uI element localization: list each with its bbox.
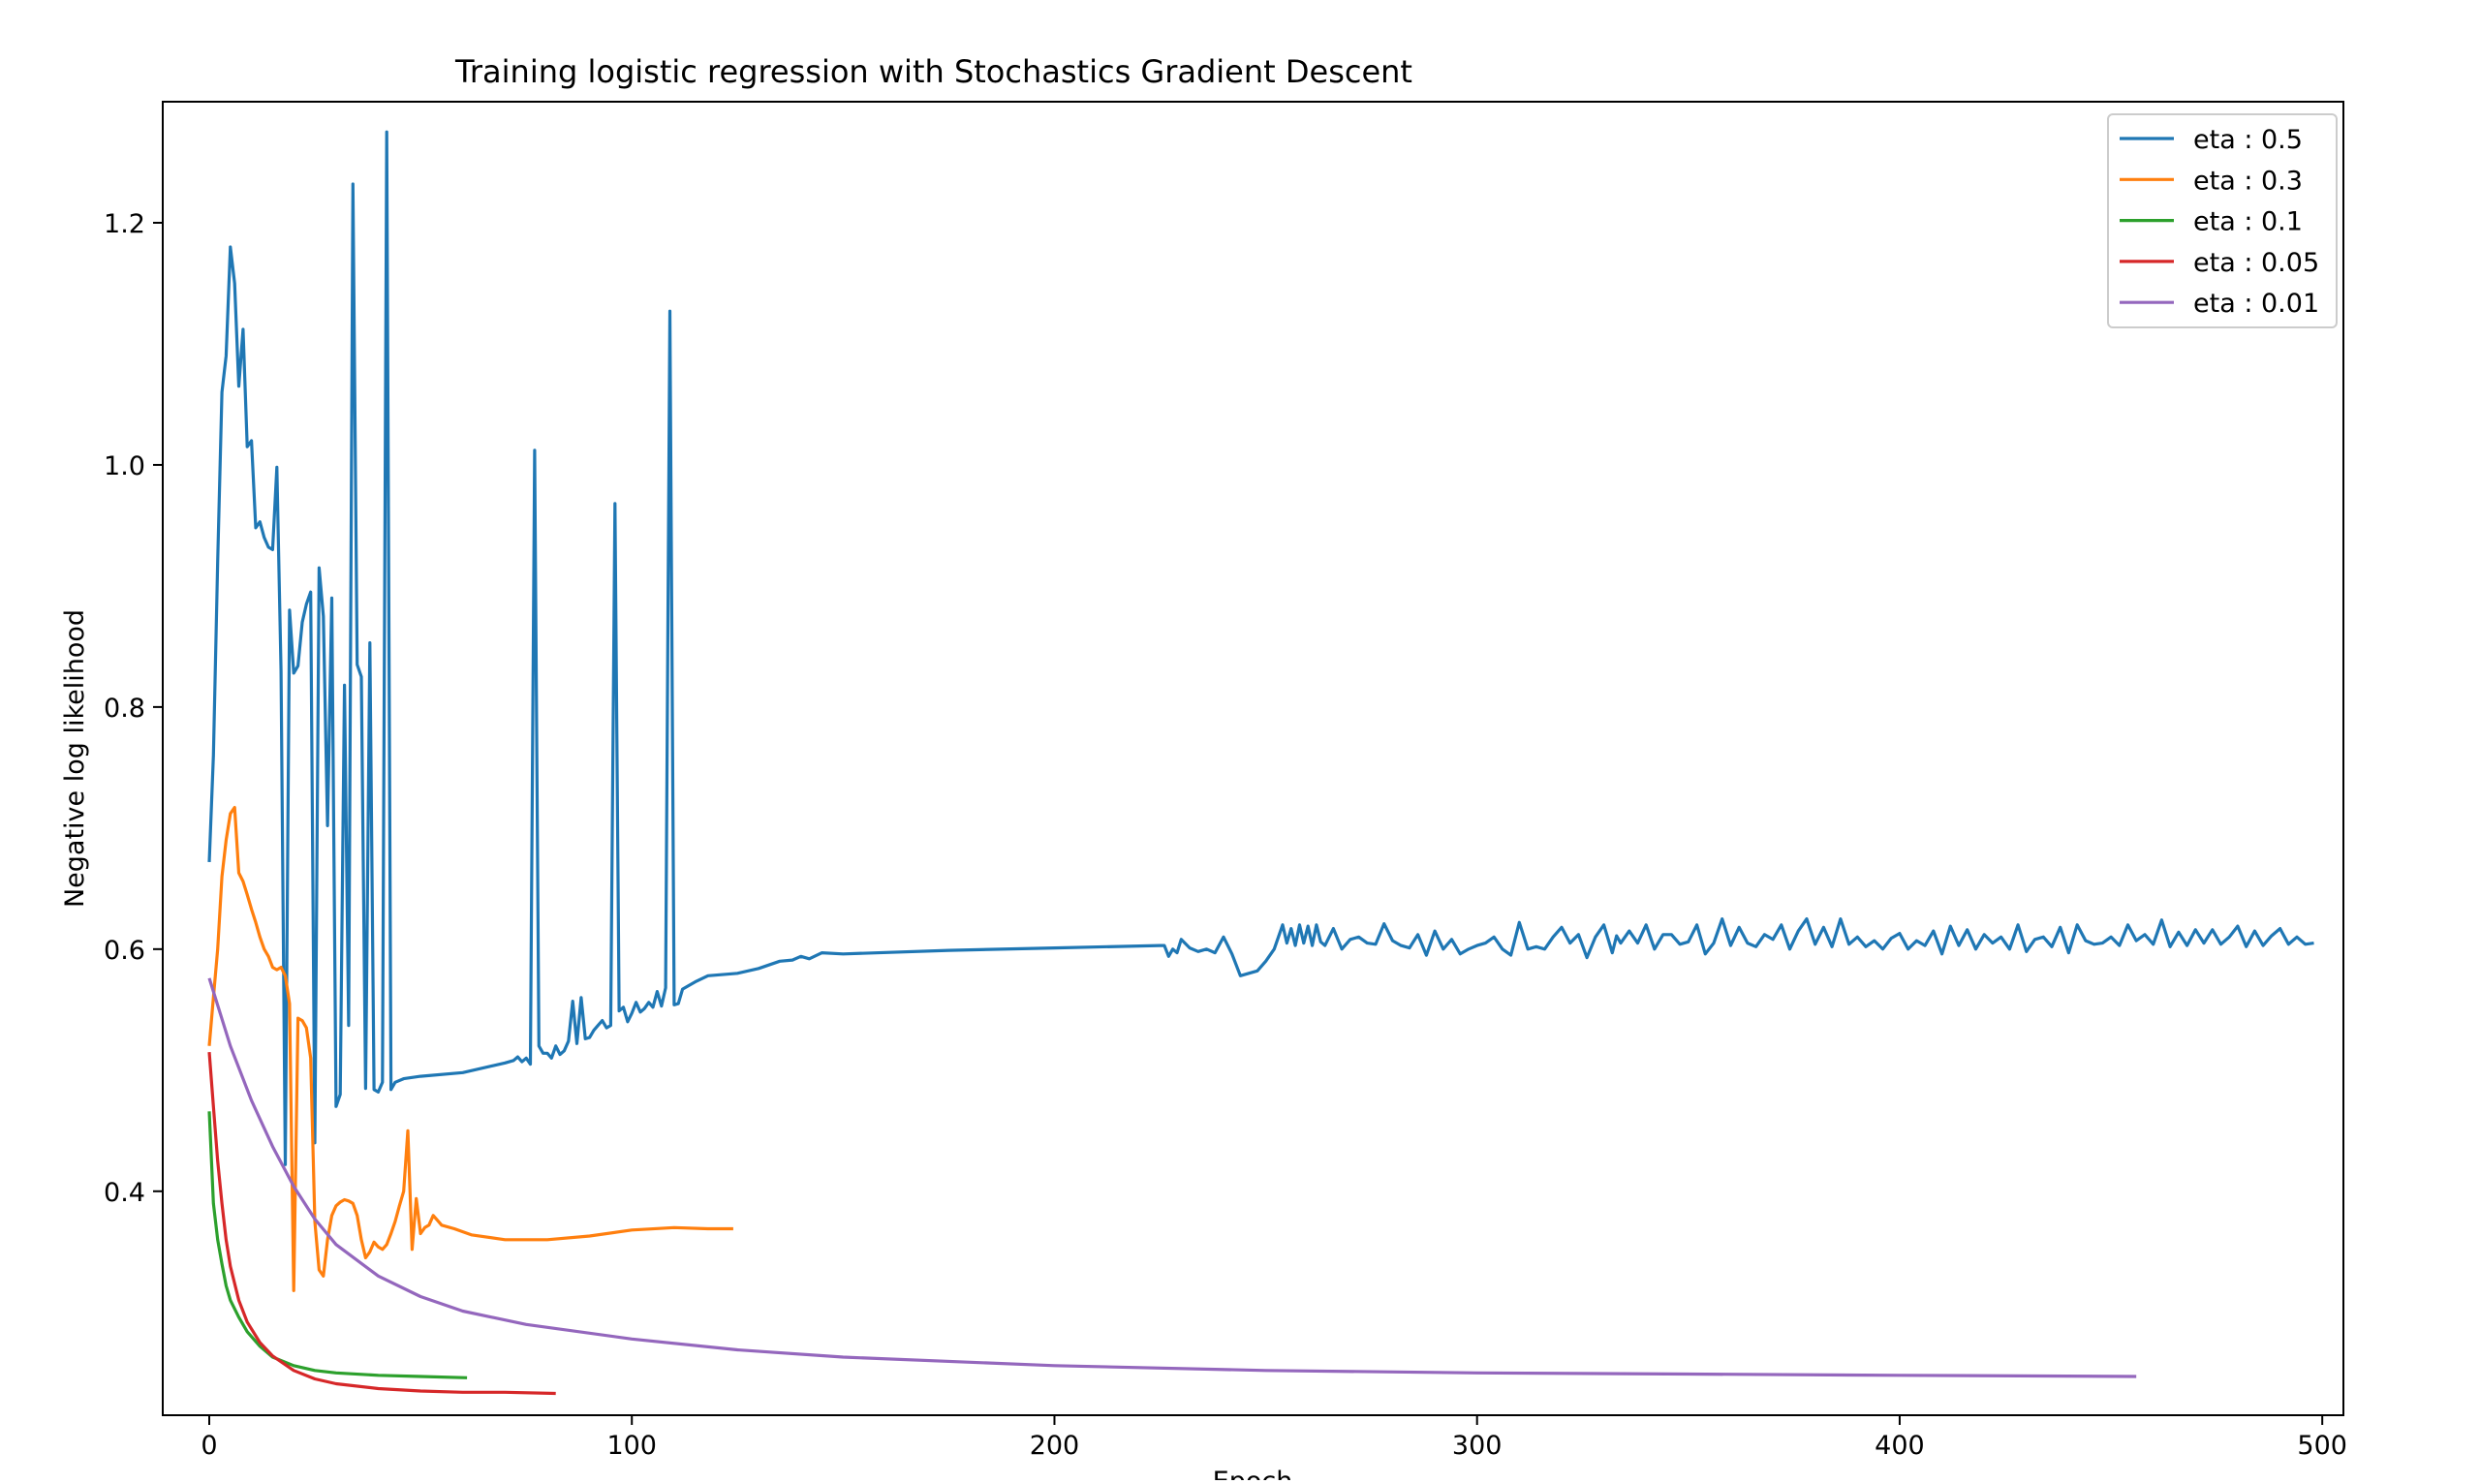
x-axis: 0 100 200 300 400 500 xyxy=(201,1415,2347,1461)
x-tick-label: 400 xyxy=(1875,1431,1925,1461)
series-line-4 xyxy=(207,977,2137,1378)
legend-label-3: eta : 0.05 xyxy=(2193,248,2319,278)
y-tick-label: 1.0 xyxy=(104,451,145,481)
x-tick-label: 0 xyxy=(201,1431,217,1461)
x-axis-label: Epoch xyxy=(1213,1467,1293,1480)
y-tick-label: 0.6 xyxy=(104,936,145,966)
y-axis-label: Negative log likelihood xyxy=(60,609,90,908)
plot-area xyxy=(207,130,2314,1396)
y-tick-label: 0.4 xyxy=(104,1178,145,1208)
y-axis: 0.4 0.6 0.8 1.0 1.2 xyxy=(104,209,163,1208)
series-line-2 xyxy=(207,1111,468,1379)
legend-label-1: eta : 0.3 xyxy=(2193,166,2303,196)
x-tick-label: 200 xyxy=(1030,1431,1080,1461)
legend-label-0: eta : 0.5 xyxy=(2193,125,2303,155)
chart-title: Training logistic regression with Stocha… xyxy=(454,53,1412,90)
series-line-3 xyxy=(207,1051,556,1396)
axes-frame xyxy=(162,101,2344,1416)
series-line-0 xyxy=(207,130,2314,1166)
y-tick-label: 1.2 xyxy=(104,209,145,239)
x-tick-label: 100 xyxy=(606,1431,657,1461)
legend-box xyxy=(2107,113,2338,328)
x-tick-label: 500 xyxy=(2297,1431,2347,1461)
y-tick-label: 0.8 xyxy=(104,694,145,724)
x-tick-label: 300 xyxy=(1452,1431,1503,1461)
legend: eta : 0.5 eta : 0.3 eta : 0.1 eta : 0.05 eta… xyxy=(2107,113,2338,328)
series-line-1 xyxy=(207,806,733,1292)
legend-label-4: eta : 0.01 xyxy=(2193,289,2319,319)
legend-label-2: eta : 0.1 xyxy=(2193,207,2303,237)
